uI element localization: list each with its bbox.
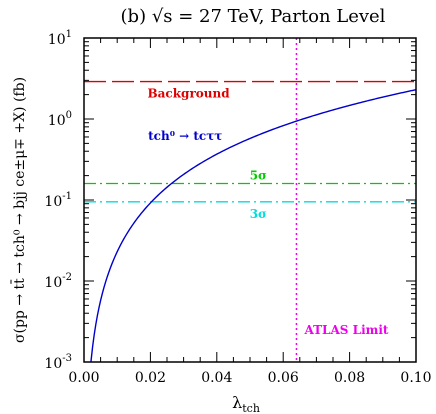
label-background: Background — [148, 87, 231, 101]
label-5-: 5σ — [250, 168, 267, 182]
x-axis-label: λtch — [232, 393, 260, 414]
label-3-: 3σ — [250, 207, 267, 221]
signal-curve — [90, 89, 417, 362]
y-tick-label: 100 — [48, 110, 72, 129]
y-tick-label: 10-1 — [44, 191, 72, 210]
x-axis-label-main: λ — [232, 393, 242, 412]
x-tick-label: 0.02 — [135, 370, 166, 386]
y-axis-label: σ(pp → tt̄ → tch⁰ → bjj ce±μ∓ +X) (fb) — [10, 77, 28, 343]
x-tick-label: 0.10 — [400, 370, 431, 386]
label-atlas-limit: ATLAS Limit — [303, 323, 388, 337]
svg-text:λtch: λtch — [232, 393, 260, 414]
x-tick-label: 0.08 — [334, 370, 365, 386]
chart-title: (b) √s = 27 TeV, Parton Level — [121, 6, 386, 27]
y-tick-label: 101 — [48, 29, 72, 48]
label-signal: tch⁰ → tcττ — [148, 129, 222, 143]
x-tick-label: 0.06 — [268, 370, 299, 386]
y-tick-label: 10-2 — [44, 272, 72, 291]
y-tick-label: 10-3 — [44, 353, 72, 372]
plot-frame — [83, 37, 417, 363]
x-axis-label-subscript: tch — [242, 402, 260, 414]
x-tick-label: 0.04 — [201, 370, 232, 386]
x-tick-label: 0.00 — [68, 370, 99, 386]
